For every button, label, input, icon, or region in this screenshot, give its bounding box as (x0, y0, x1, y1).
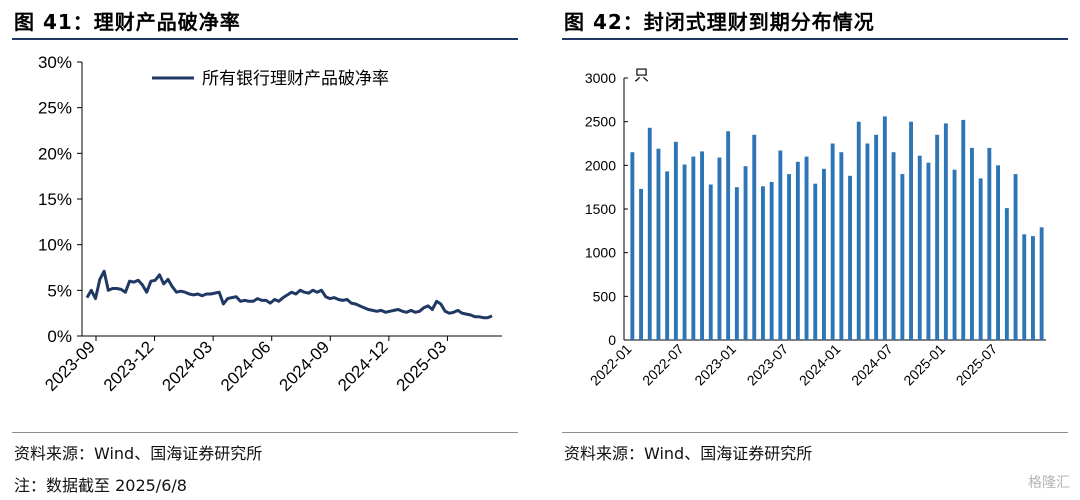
bar (822, 168, 826, 340)
right-panel-title: 图 42：封闭式理财到期分布情况 (564, 10, 875, 34)
y-tick-label: 3000 (585, 70, 616, 86)
y-tick-label: 5% (47, 281, 72, 300)
bar (743, 166, 748, 340)
x-tick-label: 2024-12 (334, 337, 392, 395)
x-tick-label: 2022-07 (639, 341, 687, 389)
bar (804, 156, 809, 340)
bar (778, 150, 783, 340)
watermark: 格隆汇 (1028, 475, 1070, 491)
x-tick-label: 2024-03 (158, 337, 216, 395)
bar (978, 178, 983, 340)
x-tick-label: 2025-03 (393, 337, 451, 395)
bar (1039, 227, 1044, 340)
right-source-rule (562, 432, 1068, 433)
bar (987, 147, 992, 340)
bar (943, 123, 948, 341)
y-tick-label: 25% (38, 99, 72, 118)
bar (673, 141, 678, 340)
bar (865, 143, 870, 340)
series-line-break-rate (85, 269, 493, 320)
bar (700, 151, 704, 340)
x-tick-label: 2024-06 (217, 337, 275, 395)
bar (952, 169, 957, 340)
x-tick-label: 2023-07 (744, 341, 792, 389)
bar (917, 155, 922, 340)
bar (708, 184, 713, 340)
left-source-note: 资料来源：Wind、国海证券研究所 (14, 444, 263, 463)
x-tick-label: 2025-07 (953, 341, 1001, 389)
bar (848, 175, 852, 340)
bar (839, 152, 844, 340)
bar (891, 152, 896, 340)
bar (665, 171, 670, 340)
left-source-rule (12, 432, 518, 433)
bar (630, 152, 635, 340)
bar (996, 165, 1000, 340)
y-tick-label: 15% (38, 190, 72, 209)
left-data-note: 注：数据截至 2025/6/8 (14, 476, 187, 495)
bar (935, 134, 940, 340)
bar (909, 121, 913, 340)
bar (682, 164, 687, 340)
line-chart: 0% 5% 10% 15% 20% 25% 30% 2023-09 2023-12 2024-03… (38, 53, 502, 395)
bar (769, 181, 774, 340)
bar (1004, 208, 1009, 340)
bar (656, 148, 661, 340)
y-tick-label: 10% (38, 236, 72, 255)
y-tick-label: 1000 (585, 245, 616, 261)
bar (639, 188, 643, 340)
bar (647, 127, 652, 340)
y-tick-label: 500 (593, 288, 617, 304)
y-tick-label: 1500 (585, 201, 616, 217)
y-tick-label: 20% (38, 144, 72, 163)
bar (926, 162, 931, 340)
bar (726, 131, 731, 340)
x-tick-label: 2023-12 (100, 337, 158, 395)
right-source-note: 资料来源：Wind、国海证券研究所 (564, 444, 813, 463)
y-unit-label: 只 (634, 67, 649, 84)
y-tick-label: 30% (38, 53, 72, 72)
bar (752, 134, 757, 340)
bar (970, 147, 974, 340)
bar (734, 187, 739, 340)
right-title-rule (562, 38, 1068, 40)
bar (795, 161, 800, 340)
bar (717, 157, 722, 340)
y-tick-label: 2000 (585, 157, 616, 173)
bar (900, 174, 905, 340)
bar (882, 116, 887, 341)
bar (874, 134, 879, 340)
y-tick-label: 0% (47, 327, 72, 346)
x-tick-label: 2025-01 (900, 341, 948, 389)
x-tick-label: 2024-09 (276, 337, 334, 395)
bar (1013, 174, 1018, 340)
left-title-rule (12, 38, 518, 40)
bar (1022, 234, 1027, 340)
bar (691, 156, 696, 340)
x-tick-label: 2024-07 (848, 341, 896, 389)
x-tick-label: 2023-09 (41, 337, 99, 395)
bar (961, 119, 966, 341)
bar (856, 121, 861, 340)
legend-label: 所有银行理财产品破净率 (202, 69, 389, 88)
bar (830, 143, 835, 340)
x-tick-label: 2023-01 (691, 341, 739, 389)
left-panel-title: 图 41：理财产品破净率 (14, 10, 241, 34)
bar (813, 183, 818, 340)
bar (761, 186, 765, 340)
y-tick-label: 0 (608, 332, 616, 348)
bar (1031, 236, 1035, 340)
x-tick-label: 2024-01 (796, 341, 844, 389)
bar (787, 174, 791, 340)
y-tick-label: 2500 (585, 114, 616, 130)
